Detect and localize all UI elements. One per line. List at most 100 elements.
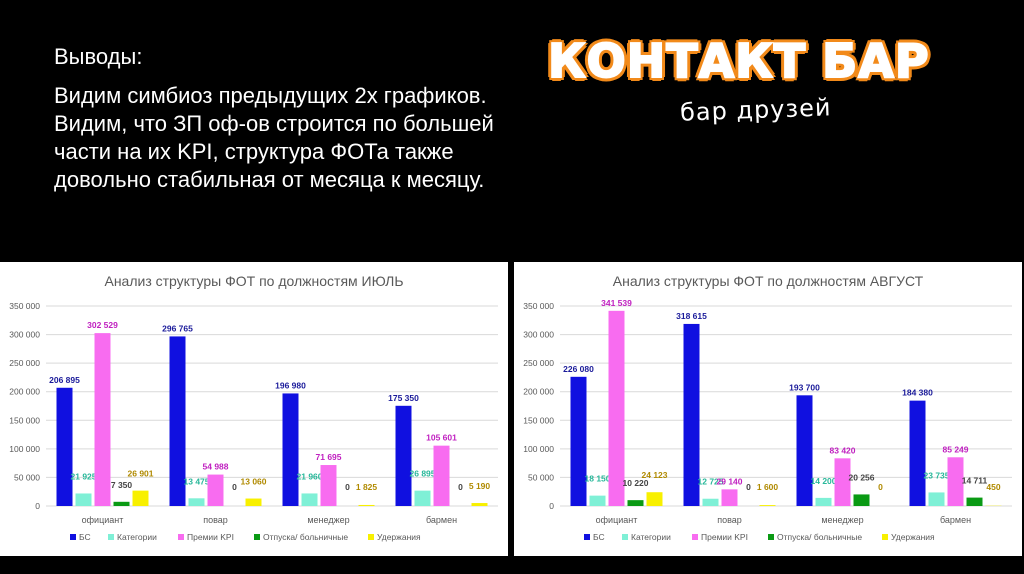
bar-Категории bbox=[75, 493, 92, 506]
data-label: 10 220 bbox=[623, 478, 649, 488]
bar-Категории bbox=[702, 498, 719, 506]
y-tick-label: 250 000 bbox=[523, 358, 554, 368]
y-tick-label: 250 000 bbox=[9, 358, 40, 368]
legend-label: Премии KPI bbox=[187, 532, 234, 542]
y-tick-label: 300 000 bbox=[523, 330, 554, 340]
slide-body-text: Видим симбиоз предыдущих 2х графиков. Ви… bbox=[54, 83, 494, 192]
bar-Категории bbox=[815, 497, 832, 506]
bar-Удержания bbox=[759, 505, 776, 506]
data-label: 196 980 bbox=[275, 380, 306, 390]
bar-Отпуска/ больничные bbox=[627, 500, 644, 506]
x-category-label: повар bbox=[717, 515, 742, 525]
x-category-label: бармен bbox=[940, 515, 971, 525]
legend-swatch bbox=[70, 534, 76, 540]
legend-swatch bbox=[368, 534, 374, 540]
data-label: 450 bbox=[986, 482, 1000, 492]
legend-label: Отпуска/ больничные bbox=[777, 532, 862, 542]
bar-Категории bbox=[301, 493, 318, 506]
bar-БС bbox=[909, 400, 926, 506]
data-label: 296 765 bbox=[162, 323, 193, 333]
x-category-label: официант bbox=[596, 515, 638, 525]
bar-Категории bbox=[589, 495, 606, 506]
y-tick-label: 350 000 bbox=[9, 301, 40, 311]
y-tick-label: 50 000 bbox=[528, 472, 554, 482]
y-tick-label: 300 000 bbox=[9, 330, 40, 340]
x-category-label: менеджер bbox=[821, 515, 863, 525]
data-label: 1 825 bbox=[356, 482, 378, 492]
data-label: 226 080 bbox=[563, 364, 594, 374]
data-label: 5 190 bbox=[469, 481, 491, 491]
data-label: 21 925 bbox=[71, 471, 97, 481]
bar-БС bbox=[169, 336, 186, 506]
bar-Премии KPI bbox=[947, 457, 964, 506]
bar-Отпуска/ больничные bbox=[966, 497, 983, 506]
chart-title: Анализ структуры ФОТ по должностям АВГУС… bbox=[613, 273, 924, 289]
data-label: 18 150 bbox=[585, 474, 611, 484]
y-tick-label: 0 bbox=[549, 501, 554, 511]
bar-БС bbox=[683, 323, 700, 506]
legend-label: БС bbox=[593, 532, 605, 542]
slide-text-block: Выводы: Видим симбиоз предыдущих 2х граф… bbox=[54, 42, 554, 194]
bar-Категории bbox=[928, 492, 945, 506]
bar-Удержания bbox=[646, 492, 663, 506]
bar-Категории bbox=[188, 498, 205, 506]
data-label: 0 bbox=[232, 482, 237, 492]
data-label: 71 695 bbox=[316, 452, 342, 462]
y-tick-label: 100 000 bbox=[523, 444, 554, 454]
legend-swatch bbox=[108, 534, 114, 540]
data-label: 83 420 bbox=[830, 445, 856, 455]
logo-word-kontakt: КОНТАКТ bbox=[547, 33, 807, 89]
data-label: 341 539 bbox=[601, 298, 632, 308]
y-tick-label: 200 000 bbox=[523, 387, 554, 397]
y-tick-label: 150 000 bbox=[523, 415, 554, 425]
slide-heading: Выводы: bbox=[54, 44, 143, 69]
y-tick-label: 350 000 bbox=[523, 301, 554, 311]
bar-Удержания bbox=[245, 498, 262, 506]
data-label: 23 735 bbox=[924, 470, 950, 480]
chart-july: Анализ структуры ФОТ по должностям ИЮЛЬ 0… bbox=[9, 273, 498, 542]
legend-swatch bbox=[254, 534, 260, 540]
brand-logo: КОНТАКТ БАР бар друзей bbox=[547, 30, 988, 130]
data-label: 13 060 bbox=[241, 477, 267, 487]
chart-panel-august: Анализ структуры ФОТ по должностям АВГУС… bbox=[514, 262, 1022, 556]
logo-word-bar: БАР bbox=[821, 33, 930, 89]
chart-title: Анализ структуры ФОТ по должностям ИЮЛЬ bbox=[104, 273, 403, 289]
data-label: 20 256 bbox=[849, 472, 875, 482]
data-label: 12 725 bbox=[698, 477, 724, 487]
x-category-label: менеджер bbox=[307, 515, 349, 525]
bar-БС bbox=[570, 376, 587, 506]
data-label: 1 600 bbox=[757, 482, 779, 492]
legend-label: Отпуска/ больничные bbox=[263, 532, 348, 542]
data-label: 14 200 bbox=[811, 476, 837, 486]
bar-БС bbox=[395, 405, 412, 506]
bar-Премии KPI bbox=[433, 445, 450, 506]
y-tick-label: 150 000 bbox=[9, 415, 40, 425]
data-label: 0 bbox=[878, 482, 883, 492]
data-label: 0 bbox=[345, 482, 350, 492]
bar-Удержания bbox=[132, 490, 149, 506]
legend-label: Удержания bbox=[377, 532, 421, 542]
data-label: 24 123 bbox=[642, 470, 668, 480]
data-label: 13 475 bbox=[184, 476, 210, 486]
bar-Удержания bbox=[358, 504, 375, 506]
chart-august: Анализ структуры ФОТ по должностям АВГУС… bbox=[523, 273, 1012, 542]
y-tick-label: 50 000 bbox=[14, 472, 40, 482]
legend-label: Категории bbox=[631, 532, 671, 542]
data-label: 193 700 bbox=[789, 382, 820, 392]
x-category-label: повар bbox=[203, 515, 228, 525]
y-tick-label: 200 000 bbox=[9, 387, 40, 397]
legend-swatch bbox=[622, 534, 628, 540]
y-tick-label: 100 000 bbox=[9, 444, 40, 454]
bar-Премии KPI bbox=[94, 333, 111, 506]
data-label: 85 249 bbox=[943, 444, 969, 454]
data-label: 0 bbox=[746, 482, 751, 492]
logo-tagline: бар друзей bbox=[679, 93, 832, 127]
data-label: 105 601 bbox=[426, 433, 457, 443]
legend-swatch bbox=[882, 534, 888, 540]
y-tick-label: 0 bbox=[35, 501, 40, 511]
data-label: 14 711 bbox=[962, 476, 988, 486]
bar-БС bbox=[56, 387, 73, 506]
data-label: 175 350 bbox=[388, 393, 419, 403]
bar-Удержания bbox=[471, 503, 488, 506]
legend-swatch bbox=[178, 534, 184, 540]
